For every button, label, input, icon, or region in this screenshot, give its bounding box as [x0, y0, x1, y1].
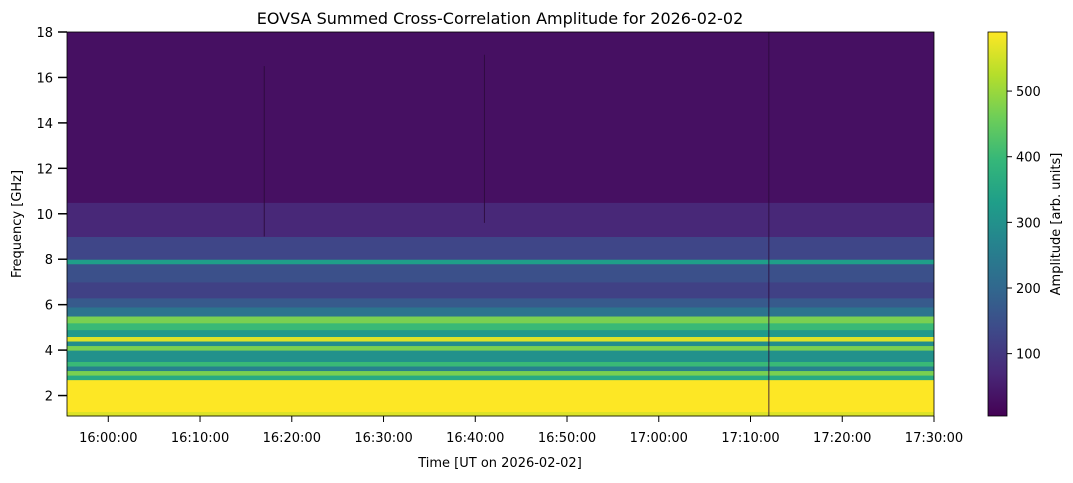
x-tick-label: 16:30:00	[354, 431, 412, 446]
x-tick-label: 17:00:00	[630, 431, 688, 446]
y-tick-label: 4	[45, 344, 53, 359]
colorbar-tick-label: 300	[1016, 216, 1041, 231]
frequency-band	[67, 336, 934, 342]
x-tick-label: 16:10:00	[171, 431, 229, 446]
frequency-band	[67, 361, 934, 367]
x-tick-label: 17:20:00	[813, 431, 871, 446]
x-tick-label: 16:00:00	[79, 431, 137, 446]
y-axis: 2 4 6 8 10 12 14 16 18	[36, 26, 67, 405]
colorbar	[987, 31, 1008, 417]
frequency-band	[67, 379, 934, 412]
x-tick-label: 17:10:00	[721, 431, 779, 446]
y-axis-label: Frequency [GHz]	[10, 170, 25, 278]
colorbar-tick-label: 500	[1016, 85, 1041, 100]
frequency-band	[67, 281, 934, 299]
frequency-band	[67, 341, 934, 347]
frequency-band	[67, 375, 934, 381]
frequency-band	[67, 322, 934, 331]
x-axis-label: Time [UT on 2026-02-02]	[417, 456, 582, 471]
frequency-band	[67, 329, 934, 337]
frequency-band	[67, 32, 934, 203]
x-tick-label: 17:30:00	[905, 431, 963, 446]
frequency-band	[67, 350, 934, 362]
colorbar-tick-label: 200	[1016, 282, 1041, 297]
x-tick-label: 16:20:00	[263, 431, 321, 446]
colorbar-label: Amplitude [arb. units]	[1049, 153, 1064, 296]
x-tick-label: 16:50:00	[538, 431, 596, 446]
y-tick-label: 2	[45, 390, 53, 405]
x-tick-label: 16:40:00	[446, 431, 504, 446]
y-tick-label: 16	[36, 71, 53, 86]
colorbar-ticks: 100 200 300 400 500	[1007, 85, 1041, 363]
frequency-band	[67, 366, 934, 372]
frequency-band	[67, 345, 934, 351]
plot-area	[67, 32, 934, 417]
frequency-band	[67, 259, 934, 265]
y-tick-label: 10	[36, 208, 53, 223]
y-tick-label: 18	[36, 26, 53, 41]
frequency-band	[67, 202, 934, 237]
frequency-band	[67, 370, 934, 376]
colorbar-tick-label: 400	[1016, 151, 1041, 166]
y-tick-label: 12	[36, 162, 53, 177]
x-axis: 16:00:00 16:10:00 16:20:00 16:30:00 16:40:00…	[79, 416, 963, 446]
frequency-band	[67, 411, 934, 417]
frequency-band	[67, 306, 934, 317]
y-tick-label: 14	[36, 117, 53, 132]
frequency-band	[67, 236, 934, 260]
frequency-band	[67, 316, 934, 324]
chart-title: EOVSA Summed Cross-Correlation Amplitude…	[257, 9, 744, 28]
colorbar-tick-label: 100	[1016, 348, 1041, 363]
y-tick-label: 6	[45, 299, 53, 314]
y-tick-label: 8	[45, 253, 53, 268]
plot-frame	[66, 31, 935, 417]
frequency-band	[67, 297, 934, 308]
frequency-band	[67, 263, 934, 283]
